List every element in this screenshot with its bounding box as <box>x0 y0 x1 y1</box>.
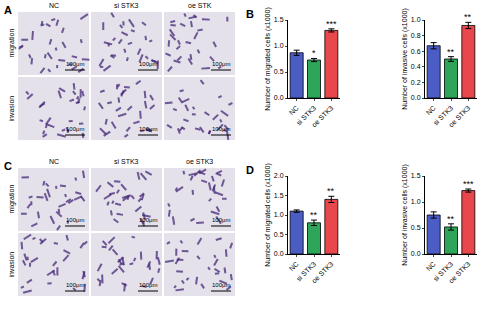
svg-text:100μm: 100μm <box>212 217 230 223</box>
svg-text:1.0: 1.0 <box>411 16 421 23</box>
svg-text:100μm: 100μm <box>212 61 230 67</box>
svg-text:invasion: invasion <box>8 96 15 122</box>
svg-text:0.5: 0.5 <box>274 68 284 75</box>
svg-text:0.8: 0.8 <box>411 32 421 39</box>
svg-text:si STK3: si STK3 <box>295 260 317 282</box>
svg-text:0.0: 0.0 <box>411 250 421 257</box>
svg-text:*: * <box>312 48 316 58</box>
svg-text:0.5: 0.5 <box>411 224 421 231</box>
svg-text:100μm: 100μm <box>66 282 84 288</box>
svg-text:oe STK3: oe STK3 <box>186 158 213 165</box>
svg-text:Number of migrated cells (x100: Number of migrated cells (x1000) <box>264 163 272 267</box>
svg-text:si STK3: si STK3 <box>114 158 139 165</box>
svg-text:100μm: 100μm <box>139 126 157 132</box>
svg-text:***: *** <box>326 19 337 29</box>
svg-text:1.5: 1.5 <box>274 16 284 23</box>
svg-text:C: C <box>4 160 12 172</box>
svg-text:NC: NC <box>49 2 59 9</box>
svg-text:**: ** <box>464 12 472 22</box>
svg-text:Number of migrated cells (x100: Number of migrated cells (x1000) <box>264 7 272 111</box>
svg-text:oe STK3: oe STK3 <box>310 104 334 128</box>
svg-text:NC: NC <box>288 104 300 116</box>
svg-text:**: ** <box>310 210 318 220</box>
svg-text:0.4: 0.4 <box>411 63 421 70</box>
svg-text:1.0: 1.0 <box>274 42 284 49</box>
svg-text:0.0: 0.0 <box>411 94 421 101</box>
svg-text:NC: NC <box>425 260 437 272</box>
svg-text:0.0: 0.0 <box>274 94 284 101</box>
svg-text:B: B <box>246 8 254 20</box>
svg-text:NC: NC <box>425 104 437 116</box>
svg-text:si STK3: si STK3 <box>295 104 317 126</box>
svg-text:100μm: 100μm <box>66 217 84 223</box>
svg-text:oe STK3: oe STK3 <box>447 260 471 284</box>
svg-text:0.0: 0.0 <box>274 250 284 257</box>
svg-text:si STK3: si STK3 <box>114 2 139 9</box>
svg-text:migration: migration <box>8 29 16 58</box>
svg-text:100μm: 100μm <box>139 61 157 67</box>
svg-text:1.0: 1.0 <box>411 198 421 205</box>
svg-text:0.5: 0.5 <box>274 231 284 238</box>
svg-text:1.5: 1.5 <box>411 172 421 179</box>
svg-text:100μm: 100μm <box>66 126 84 132</box>
svg-text:migration: migration <box>8 185 16 214</box>
svg-text:0.6: 0.6 <box>411 48 421 55</box>
svg-text:oe STK3: oe STK3 <box>310 260 334 284</box>
svg-text:***: *** <box>463 179 474 189</box>
svg-text:oe STK: oe STK <box>188 2 212 9</box>
svg-text:1.0: 1.0 <box>274 211 284 218</box>
svg-text:100μm: 100μm <box>212 282 230 288</box>
svg-text:Number of invasive cells (x100: Number of invasive cells (x1000) <box>401 8 409 110</box>
svg-text:**: ** <box>327 186 335 196</box>
svg-text:si STK3: si STK3 <box>432 260 454 282</box>
svg-text:D: D <box>246 164 254 176</box>
svg-text:100μm: 100μm <box>212 126 230 132</box>
svg-text:si STK3: si STK3 <box>432 104 454 126</box>
svg-text:**: ** <box>447 47 455 57</box>
svg-text:2.0: 2.0 <box>274 172 284 179</box>
svg-text:oe STK3: oe STK3 <box>447 104 471 128</box>
svg-text:1.5: 1.5 <box>274 192 284 199</box>
svg-text:100μm: 100μm <box>66 61 84 67</box>
svg-text:100μm: 100μm <box>139 282 157 288</box>
svg-text:**: ** <box>447 214 455 224</box>
svg-text:0.2: 0.2 <box>411 79 421 86</box>
svg-text:NC: NC <box>49 158 59 165</box>
svg-text:invasion: invasion <box>8 252 15 278</box>
svg-text:Number of invasive cells (x100: Number of invasive cells (x1000) <box>401 164 409 266</box>
svg-text:NC: NC <box>288 260 300 272</box>
svg-text:100μm: 100μm <box>139 217 157 223</box>
svg-text:A: A <box>4 4 12 16</box>
